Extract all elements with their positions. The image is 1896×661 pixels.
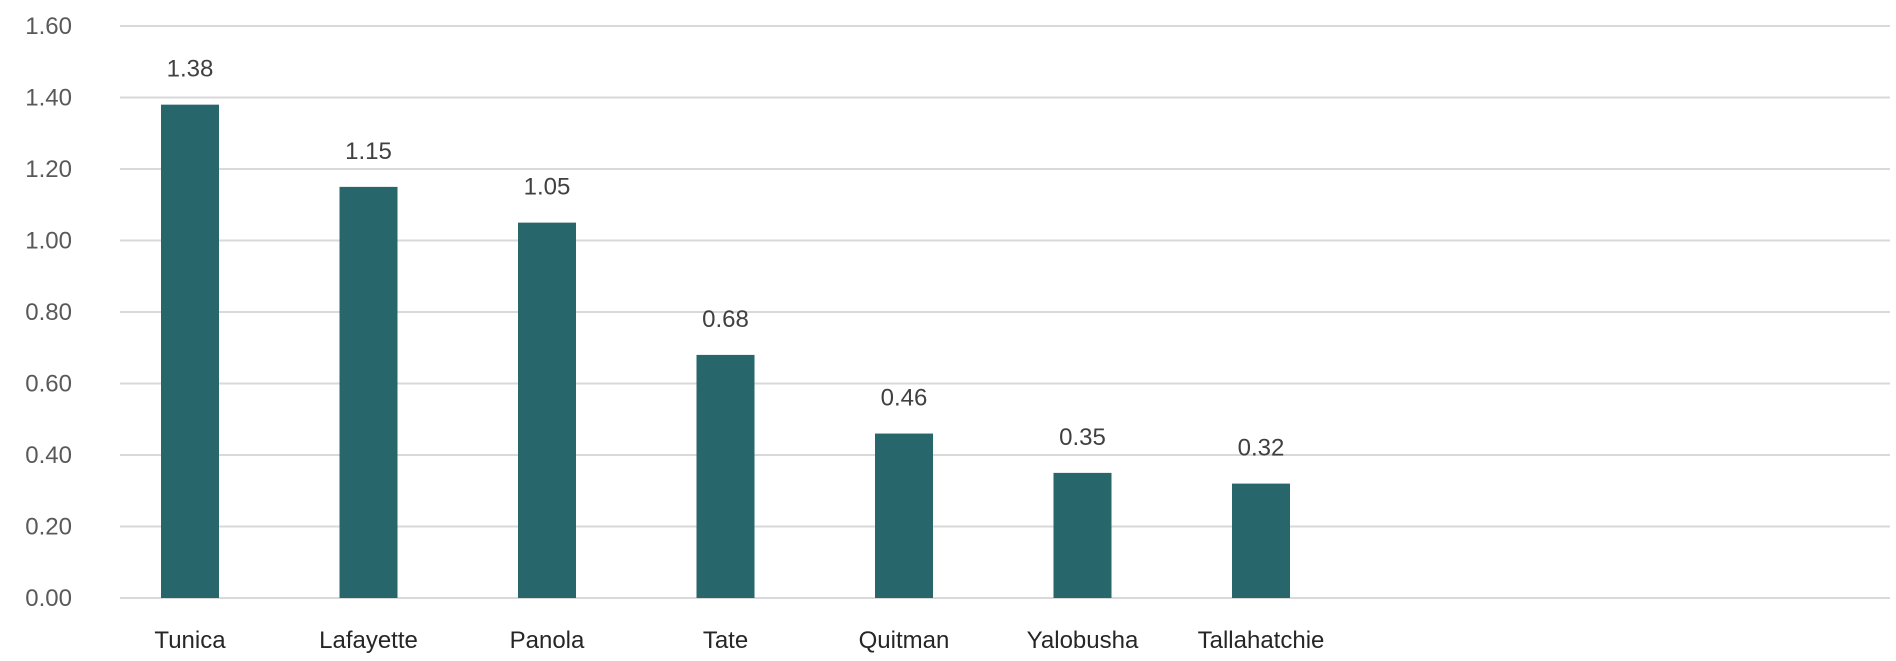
- category-label: Tallahatchie: [1198, 627, 1325, 654]
- y-tick-label: 0.20: [25, 514, 72, 541]
- y-axis-tick-labels: 0.00 0.20 0.40 0.60 0.80 1.00 1.20 1.40 1.60: [25, 13, 72, 612]
- category-label: Lafayette: [319, 627, 418, 654]
- y-tick-label: 1.40: [25, 85, 72, 112]
- x-axis-category-labels: Tunica Lafayette Panola Tate Quitman Yalobush…: [154, 627, 1324, 654]
- category-label: Tunica: [154, 627, 226, 654]
- y-tick-label: 0.40: [25, 442, 72, 469]
- bar: [339, 186, 398, 598]
- category-label: Quitman: [859, 627, 950, 654]
- data-label: 0.32: [1238, 435, 1285, 462]
- data-label: 0.35: [1059, 424, 1106, 451]
- y-tick-label: 0.80: [25, 299, 72, 326]
- bar: [518, 222, 576, 598]
- bar: [1053, 472, 1112, 598]
- data-label: 1.05: [524, 174, 571, 201]
- data-label: 0.68: [702, 306, 749, 333]
- bar: [1232, 483, 1290, 598]
- y-tick-label: 0.60: [25, 371, 72, 398]
- bar: [696, 354, 755, 598]
- bar: [875, 433, 933, 598]
- data-label: 0.46: [881, 385, 928, 412]
- data-label: 1.38: [167, 56, 214, 83]
- category-label: Yalobusha: [1027, 627, 1139, 654]
- y-tick-label: 0.00: [25, 585, 72, 612]
- gridlines: [120, 25, 1890, 599]
- data-labels: 1.38 1.15 1.05 0.68 0.46 0.35 0.32: [167, 56, 1285, 462]
- y-tick-label: 1.00: [25, 228, 72, 255]
- category-label: Tate: [703, 627, 748, 654]
- y-tick-label: 1.20: [25, 156, 72, 183]
- data-label: 1.15: [345, 138, 392, 165]
- category-label: Panola: [510, 627, 585, 654]
- y-tick-label: 1.60: [25, 13, 72, 40]
- bars: [161, 104, 1290, 599]
- bar: [161, 104, 219, 599]
